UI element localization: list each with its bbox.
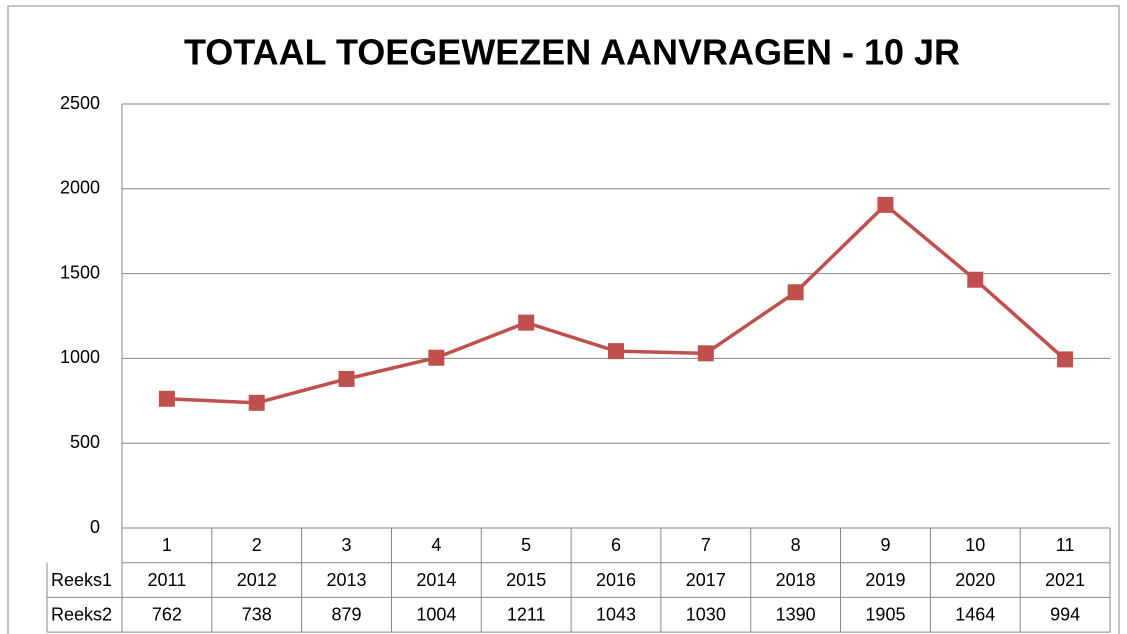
table-value: 2014 <box>416 570 456 590</box>
x-tick-label: 3 <box>342 535 352 555</box>
point-marker <box>158 390 175 407</box>
table-value: 1905 <box>865 605 905 625</box>
point-marker <box>608 343 624 360</box>
chart-title: TOTAAL TOEGEWEZEN AANVRAGEN - 10 JR <box>184 32 960 73</box>
x-tick-label: 10 <box>965 535 985 555</box>
point-marker <box>518 314 535 331</box>
x-tick-label: 5 <box>521 535 531 555</box>
x-tick-label: 7 <box>701 535 711 555</box>
y-tick-label: 1000 <box>60 347 100 367</box>
y-tick-label: 1500 <box>60 262 100 282</box>
table-value: 1043 <box>596 605 636 625</box>
table-value: 2020 <box>955 570 995 590</box>
point-marker <box>787 284 804 301</box>
x-tick-label: 2 <box>252 535 262 555</box>
table-value: 2015 <box>506 570 546 590</box>
x-tick-label: 11 <box>1056 535 1075 555</box>
y-tick-label: 500 <box>70 432 100 452</box>
point-marker <box>248 394 265 411</box>
table-value: 2013 <box>327 570 367 590</box>
point-marker <box>967 271 984 288</box>
point-marker <box>1057 351 1074 368</box>
point-marker <box>877 196 894 213</box>
y-tick-label: 2500 <box>60 93 100 113</box>
table-value: 2021 <box>1045 570 1085 590</box>
table-value: 879 <box>332 605 362 625</box>
table-value: 762 <box>152 605 182 625</box>
table-value: 1464 <box>955 605 995 625</box>
table-value: 738 <box>242 605 272 625</box>
table-value: 1390 <box>776 605 816 625</box>
point-marker <box>338 370 355 387</box>
x-tick-label: 6 <box>611 535 621 555</box>
point-marker <box>697 345 714 362</box>
y-tick-label: 0 <box>90 517 100 537</box>
table-value: 2019 <box>865 570 905 590</box>
table-value: 2012 <box>237 570 277 590</box>
table-value: 1211 <box>507 605 546 625</box>
x-tick-label: 8 <box>791 535 801 555</box>
legend-label: Reeks2 <box>51 605 112 625</box>
chart-border <box>7 5 1120 634</box>
table-value: 2018 <box>776 570 816 590</box>
table-value: 2016 <box>596 570 636 590</box>
table-value: 1030 <box>686 605 726 625</box>
table-value: 994 <box>1050 605 1080 625</box>
y-tick-label: 2000 <box>60 178 100 198</box>
x-tick-label: 1 <box>162 535 172 555</box>
x-tick-label: 4 <box>431 535 441 555</box>
x-tick-label: 9 <box>880 535 890 555</box>
table-value: 2017 <box>686 570 726 590</box>
legend-label: Reeks1 <box>51 570 112 590</box>
table-value: 1004 <box>416 605 456 625</box>
point-marker <box>428 349 445 366</box>
table-value: 2011 <box>148 570 187 590</box>
